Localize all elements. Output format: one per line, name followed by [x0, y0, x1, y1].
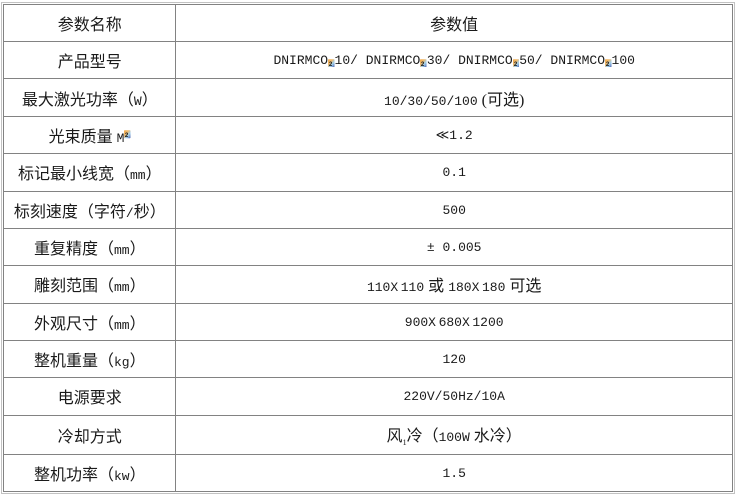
svg-text:2: 2: [329, 61, 333, 68]
svg-text:2: 2: [514, 61, 518, 68]
svg-text:2: 2: [125, 132, 129, 139]
svg-text:2: 2: [606, 61, 610, 68]
svg-text:2: 2: [421, 61, 425, 68]
